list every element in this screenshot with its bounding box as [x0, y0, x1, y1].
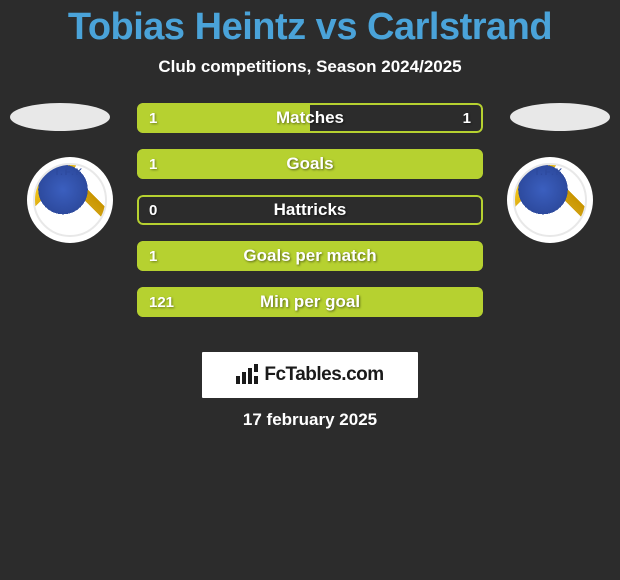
club-logo-text-left: I.F.K	[56, 167, 85, 177]
stat-row: 1 Goals	[137, 149, 483, 179]
stat-label: Min per goal	[260, 292, 360, 312]
stat-row: 121 Min per goal	[137, 287, 483, 317]
club-logo-text-right: I.F.K	[536, 167, 565, 177]
club-logo-left: I.F.K	[27, 157, 113, 243]
comparison-title: Tobias Heintz vs Carlstrand	[0, 0, 620, 49]
club-badge-icon: I.F.K	[33, 163, 107, 237]
title-left: Tobias Heintz	[68, 6, 306, 48]
title-right: Carlstrand	[367, 6, 552, 48]
stat-value-left: 0	[149, 202, 157, 219]
club-logo-right: I.F.K	[507, 157, 593, 243]
stat-rows-container: 1 Matches 1 1 Goals 0 Hattricks 1 Goals per matc…	[137, 103, 483, 333]
stat-label: Matches	[276, 108, 344, 128]
stat-label: Goals	[286, 154, 333, 174]
title-vs: vs	[306, 6, 367, 48]
player-avatar-right	[510, 103, 610, 131]
player-avatar-left	[10, 103, 110, 131]
stat-label: Hattricks	[274, 200, 347, 220]
stat-row: 1 Goals per match	[137, 241, 483, 271]
stat-label: Goals per match	[243, 246, 376, 266]
stat-row: 0 Hattricks	[137, 195, 483, 225]
stat-value-left: 1	[149, 110, 157, 127]
brand-text: FcTables.com	[264, 364, 383, 386]
brand-chart-icon	[236, 366, 258, 384]
club-badge-icon: I.F.K	[513, 163, 587, 237]
stat-value-left: 1	[149, 248, 157, 265]
comparison-area: I.F.K I.F.K 1 Matches 1 1 Goals 0 Hattricks 1 Go…	[0, 103, 620, 343]
subtitle: Club competitions, Season 2024/2025	[0, 57, 620, 77]
brand-box: FcTables.com	[202, 352, 418, 398]
date-label: 17 february 2025	[243, 410, 377, 430]
stat-value-left: 1	[149, 156, 157, 173]
stat-value-right: 1	[463, 110, 471, 127]
stat-row: 1 Matches 1	[137, 103, 483, 133]
stat-value-left: 121	[149, 294, 174, 311]
